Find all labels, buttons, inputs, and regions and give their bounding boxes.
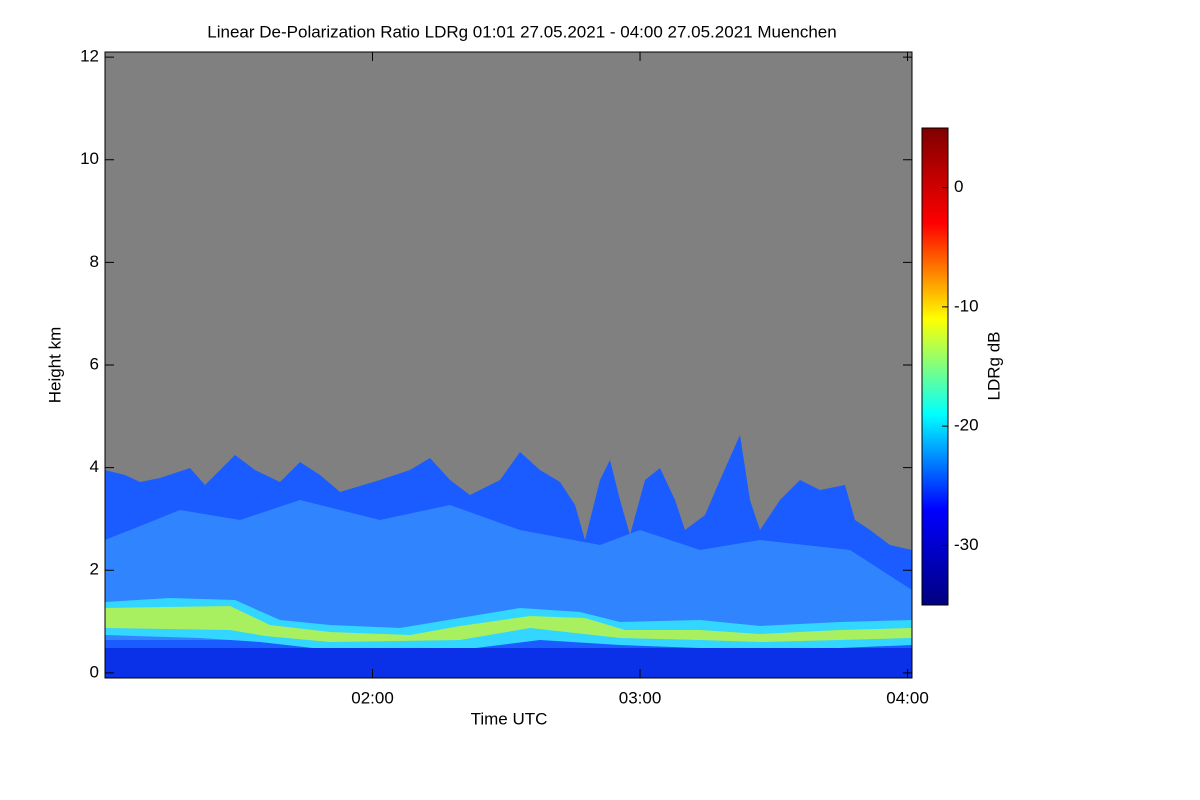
- y-tick-label: 6: [90, 354, 99, 373]
- x-tick-label: 02:00: [351, 688, 394, 707]
- y-axis-label: Height km: [45, 327, 64, 404]
- y-tick-label: 2: [90, 560, 99, 579]
- layer-core: [105, 606, 912, 642]
- colorbar-label: LDRg dB: [984, 332, 1003, 401]
- near-ground: [105, 648, 912, 678]
- streaks: [105, 500, 912, 640]
- colorbar-tick-label: 0: [954, 177, 963, 196]
- y-tick-label: 10: [80, 149, 99, 168]
- chart-title: Linear De-Polarization Ratio LDRg 01:01 …: [207, 22, 836, 41]
- colorbar-tick-label: -30: [954, 535, 979, 554]
- y-tick-label: 12: [80, 47, 99, 66]
- ldr-image: [105, 435, 912, 678]
- y-tick-label: 4: [90, 457, 99, 476]
- y-tick-label: 8: [90, 252, 99, 271]
- x-tick-label: 03:00: [619, 688, 662, 707]
- x-tick-label: 04:00: [886, 688, 929, 707]
- x-axis-label: Time UTC: [471, 709, 548, 728]
- colorbar: [921, 127, 949, 606]
- y-tick-label: 0: [90, 662, 99, 681]
- colorbar-tick-label: -10: [954, 296, 979, 315]
- colorbar-tick-label: -20: [954, 416, 979, 435]
